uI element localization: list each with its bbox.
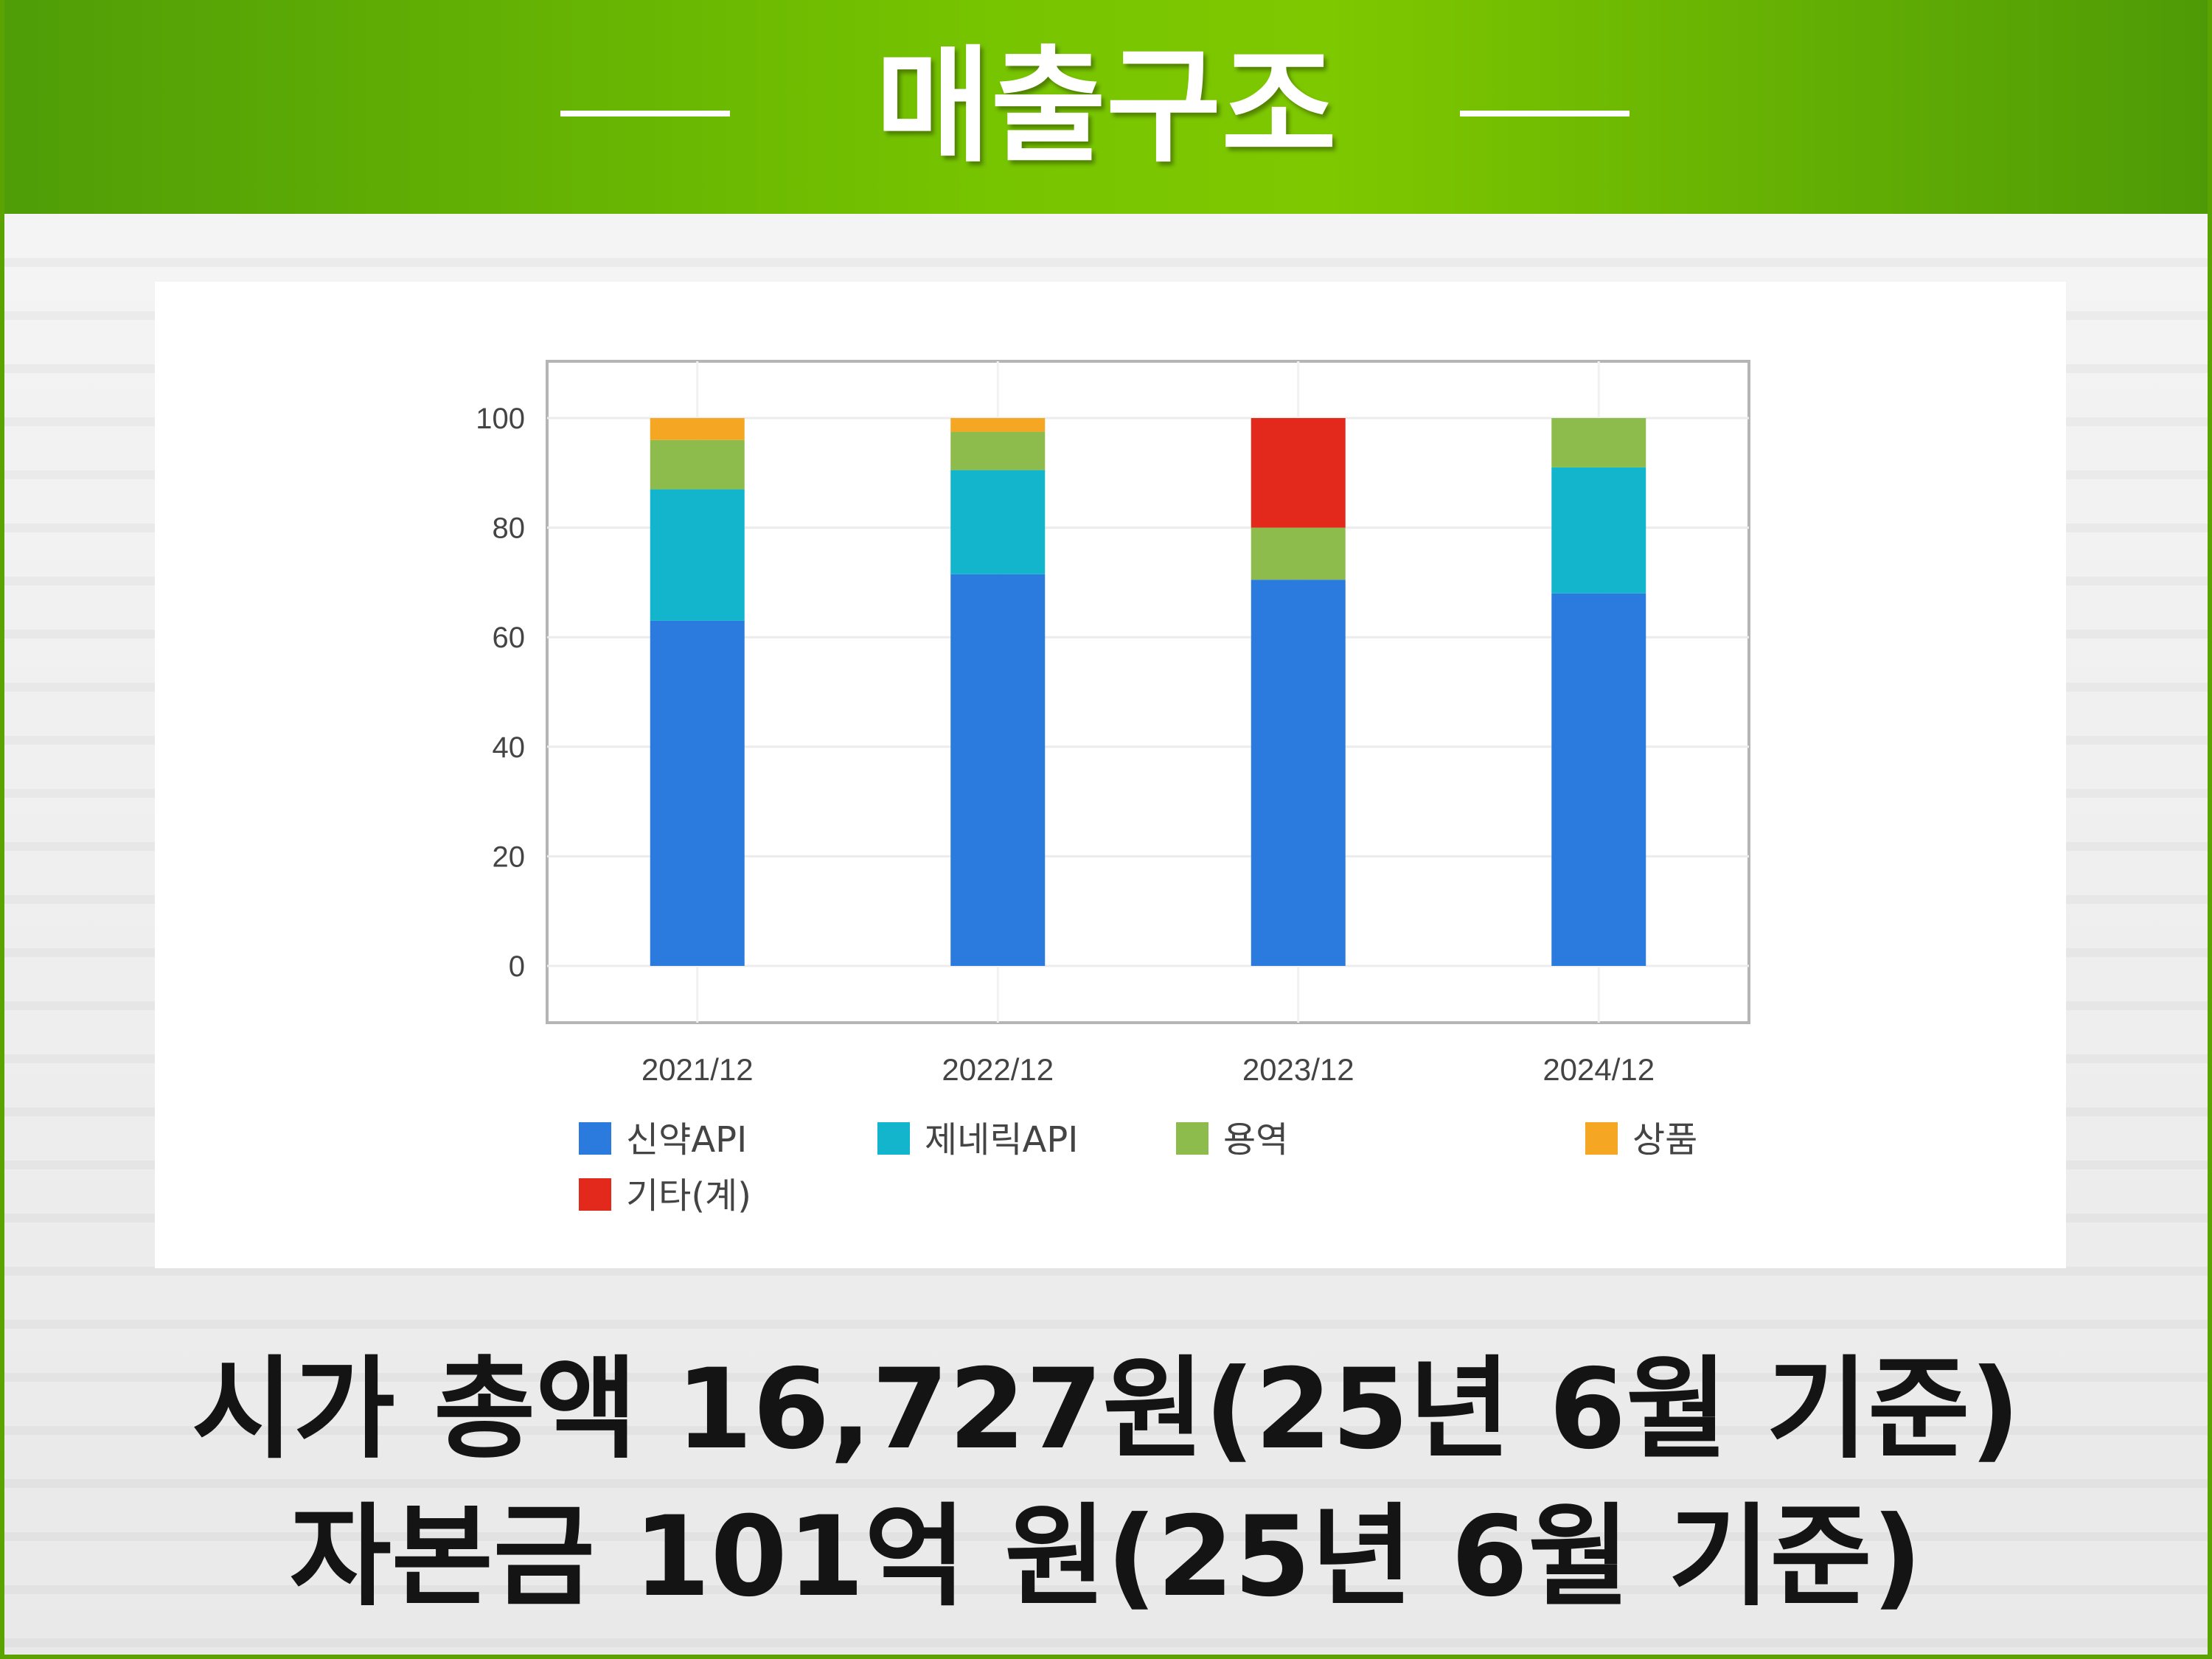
bar-segment	[650, 439, 745, 490]
y-tick-label: 0	[509, 950, 525, 983]
legend-swatch	[877, 1122, 910, 1155]
bar-segment	[650, 489, 745, 621]
legend-label: 상품	[1632, 1119, 1697, 1161]
bar-segment	[950, 470, 1046, 574]
stacked-bar-chart: 0 20 40 60 80 100 2021/12 2022/12 2023/12 2024/12…	[476, 360, 1750, 1217]
bar-segment	[650, 620, 745, 966]
legend-swatch	[579, 1122, 611, 1155]
x-tick-label: 2021/12	[641, 1052, 754, 1087]
bar-segment	[950, 431, 1046, 470]
y-tick-label: 80	[493, 512, 526, 545]
bar-segment	[650, 418, 745, 440]
market-cap-caption: 시가 총액 16,727원(25년 6월 기준)	[192, 1346, 2020, 1474]
y-tick-label: 100	[476, 403, 525, 435]
plot-area	[546, 360, 1750, 1024]
bar-segment	[950, 574, 1046, 966]
legend-label: 신약API	[626, 1119, 747, 1161]
y-tick-label: 20	[493, 841, 526, 873]
bar-segment	[1251, 418, 1346, 528]
legend-label: 제네릭API	[925, 1119, 1078, 1161]
header-rule-right	[1460, 111, 1630, 116]
bar-segment	[1551, 593, 1646, 966]
x-tick-label: 2024/12	[1543, 1052, 1655, 1087]
capital-caption: 자본금 101억 원(25년 6월 기준)	[289, 1493, 1923, 1621]
bar-segment	[950, 418, 1046, 432]
x-tick-label: 2023/12	[1242, 1052, 1354, 1087]
bar-segment	[1551, 467, 1646, 594]
header-rule-left	[560, 111, 730, 116]
chart-panel: 0 20 40 60 80 100 2021/12 2022/12 2023/12 2024/12…	[155, 282, 2066, 1268]
legend-swatch	[579, 1178, 611, 1211]
legend-label: 기타(계)	[626, 1175, 751, 1217]
header-banner: 매출구조	[0, 0, 2212, 214]
page-title: 매출구조	[875, 34, 1337, 180]
x-tick-label: 2022/12	[942, 1052, 1054, 1087]
legend-label: 용역	[1223, 1119, 1288, 1161]
bar-segment	[1551, 418, 1646, 467]
y-tick-label: 60	[493, 622, 526, 654]
bar-segment	[1251, 527, 1346, 580]
bar-segment	[1251, 580, 1346, 966]
y-tick-label: 40	[493, 731, 526, 764]
legend-swatch	[1585, 1122, 1618, 1155]
legend-swatch	[1176, 1122, 1208, 1155]
